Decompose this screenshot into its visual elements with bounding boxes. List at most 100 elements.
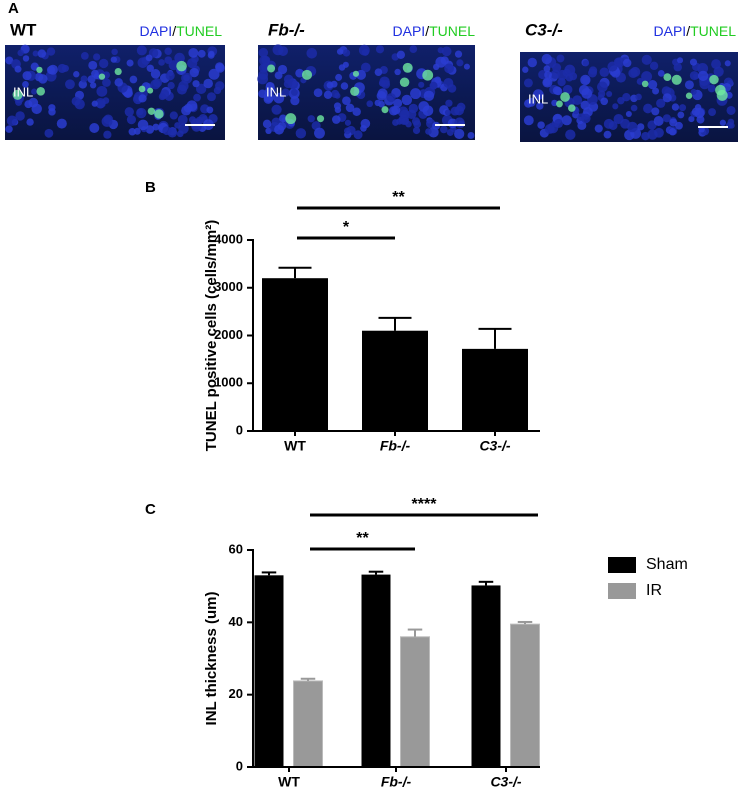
- x-tick-label: C3-/-: [479, 438, 510, 454]
- error-bar: [517, 620, 533, 625]
- nucleus: [635, 93, 642, 101]
- nucleus: [165, 71, 175, 81]
- nucleus: [290, 96, 300, 106]
- nucleus: [608, 121, 618, 130]
- nucleus: [137, 57, 149, 68]
- tunel-cell: [285, 113, 297, 125]
- nucleus: [612, 103, 619, 110]
- nucleus: [630, 66, 641, 77]
- bar: [471, 585, 501, 767]
- error-bar: [300, 677, 316, 681]
- nucleus: [207, 92, 216, 102]
- nucleus: [48, 104, 56, 112]
- nucleus: [696, 115, 705, 124]
- nucleus: [393, 98, 403, 108]
- nucleus: [524, 99, 533, 108]
- panel-letter: C: [145, 501, 156, 518]
- nucleus: [345, 103, 355, 113]
- legend-label: Sham: [646, 556, 688, 573]
- nucleus: [80, 75, 88, 83]
- significance-label: *: [343, 219, 350, 236]
- nucleus: [522, 66, 529, 73]
- nucleus: [557, 77, 566, 87]
- nucleus: [625, 110, 632, 118]
- nucleus: [454, 50, 463, 58]
- tunel-cell: [663, 73, 672, 82]
- tunel-cell: [556, 100, 563, 108]
- nucleus: [262, 119, 272, 129]
- error-bar: [261, 571, 277, 576]
- stain-text: TUNEL: [690, 23, 736, 39]
- nucleus: [124, 107, 134, 117]
- bar: [400, 636, 430, 768]
- nucleus: [434, 76, 441, 84]
- region-label: INL: [528, 91, 548, 106]
- nucleus: [418, 81, 425, 88]
- nucleus: [600, 97, 609, 106]
- tunel-cell: [567, 104, 576, 112]
- nucleus: [689, 58, 698, 66]
- nucleus: [554, 118, 564, 128]
- nucleus: [258, 89, 267, 98]
- bar: [462, 348, 528, 431]
- nucleus: [388, 106, 399, 116]
- nucleus: [652, 87, 660, 95]
- nucleus: [408, 103, 419, 114]
- nucleus: [342, 49, 351, 57]
- bar: [254, 575, 284, 767]
- nucleus: [641, 54, 652, 65]
- nucleus: [352, 107, 361, 116]
- y-tick-label: 1000: [214, 375, 243, 390]
- stain-label: DAPI/TUNEL: [393, 23, 476, 39]
- micrograph: [520, 52, 738, 142]
- nucleus: [207, 51, 215, 59]
- nucleus: [87, 75, 96, 84]
- nucleus: [279, 114, 287, 123]
- nucleus: [523, 78, 533, 88]
- tunel-cell: [267, 64, 276, 73]
- nucleus: [160, 89, 170, 99]
- nucleus: [656, 98, 666, 108]
- tunel-cell: [114, 68, 122, 76]
- y-tick-label: 3000: [214, 279, 243, 294]
- nucleus: [193, 93, 201, 102]
- nucleus: [561, 115, 572, 126]
- nucleus: [307, 115, 315, 123]
- image-title: C3-/-: [525, 20, 563, 39]
- nucleus: [128, 127, 137, 136]
- nucleus: [111, 48, 118, 56]
- nucleus: [565, 73, 574, 82]
- nucleus: [707, 84, 716, 93]
- nucleus: [65, 79, 75, 90]
- nucleus: [168, 60, 179, 71]
- panel-letter: A: [8, 0, 19, 17]
- error-bar: [478, 327, 512, 349]
- nucleus: [295, 128, 307, 139]
- nucleus: [580, 74, 591, 86]
- nucleus: [306, 47, 318, 59]
- nucleus: [597, 81, 608, 93]
- nucleus: [338, 64, 346, 71]
- nucleus: [552, 63, 562, 73]
- nucleus: [544, 124, 555, 134]
- nucleus: [295, 68, 305, 78]
- tunel-cell: [685, 92, 693, 99]
- nucleus: [181, 105, 192, 116]
- nucleus: [562, 84, 573, 95]
- y-axis-label: INL thickness (um): [203, 592, 220, 726]
- tunel-cell: [316, 115, 325, 123]
- tunel-cell: [138, 85, 146, 93]
- nucleus: [454, 128, 465, 140]
- nucleus: [208, 68, 220, 80]
- tunel-cell: [422, 69, 434, 81]
- nucleus: [581, 88, 593, 99]
- nucleus: [454, 117, 465, 128]
- nucleus: [189, 67, 199, 78]
- nucleus: [647, 80, 658, 90]
- nucleus: [265, 81, 275, 91]
- y-tick-label: 0: [236, 422, 243, 437]
- nucleus: [441, 46, 452, 57]
- image-title: WT: [10, 20, 37, 39]
- nucleus: [662, 93, 672, 103]
- nucleus: [711, 59, 721, 70]
